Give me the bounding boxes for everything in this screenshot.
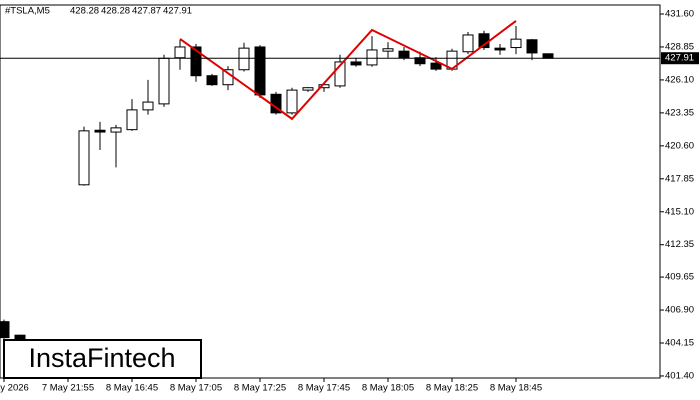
x-tick-label: 8 May 17:25 <box>234 383 286 394</box>
candle-body <box>494 47 506 51</box>
y-tick-label: 423.35 <box>665 107 694 118</box>
candle-body <box>398 50 410 59</box>
symbol: #TSLA,M5 <box>5 6 50 17</box>
candle-body <box>286 89 298 114</box>
candle-body <box>350 61 362 66</box>
y-tick-label: 401.40 <box>665 370 694 381</box>
y-tick-label: 409.65 <box>665 272 694 283</box>
y-tick-label: 417.85 <box>665 173 694 184</box>
candle-body <box>14 334 26 340</box>
candle-body <box>190 46 202 77</box>
candle-body <box>158 57 170 105</box>
candle-body <box>126 109 138 131</box>
candle-body <box>302 87 314 91</box>
x-tick-label: 8 May 18:05 <box>362 383 414 394</box>
y-tick-label: 404.15 <box>665 338 694 349</box>
x-tick-label: 8 May 18:45 <box>490 383 542 394</box>
candle-body <box>430 62 442 70</box>
candle-body <box>254 46 266 96</box>
candle-body <box>142 101 154 111</box>
y-tick-label: 426.10 <box>665 74 694 85</box>
y-tick-label: 420.60 <box>665 140 694 151</box>
candle-body <box>110 127 122 133</box>
header-open: 428.28 <box>70 6 99 17</box>
logo: InstaFintech <box>28 343 175 373</box>
candle-body <box>526 39 538 54</box>
plot-frame <box>0 4 661 379</box>
header-low: 427.87 <box>132 6 161 17</box>
x-tick-label: 8 May 16:45 <box>106 383 158 394</box>
candle-body <box>542 53 554 59</box>
y-tick-label: 428.85 <box>665 41 694 52</box>
candle-body <box>206 75 218 86</box>
y-tick-label: 412.35 <box>665 239 694 250</box>
x-tick-label: 8 May 17:05 <box>170 383 222 394</box>
header-high: 428.28 <box>101 6 130 17</box>
y-tick-label: 406.90 <box>665 305 694 316</box>
x-tick-label: 8 May 17:45 <box>298 383 350 394</box>
header: #TSLA,M5 428.28 428.28 427.87 427.91 <box>5 6 192 17</box>
candle-body <box>0 321 10 339</box>
x-tick-label: 8 May 18:25 <box>426 383 478 394</box>
candle-body <box>78 130 90 186</box>
candle-body <box>462 34 474 53</box>
candle-body <box>94 129 106 133</box>
candle-body <box>174 46 186 59</box>
candle-body <box>238 47 250 71</box>
candle-body <box>366 49 378 66</box>
price-label-box <box>661 52 699 65</box>
price-label: 427.91 <box>665 53 694 64</box>
y-tick-label: 415.10 <box>665 206 694 217</box>
candle-body <box>334 61 346 87</box>
logo-box <box>3 339 202 379</box>
candle-body <box>510 38 522 49</box>
x-tick-label: 7 May 2026 <box>0 383 29 394</box>
x-tick-label: 7 May 21:55 <box>42 383 94 394</box>
header-close: 427.91 <box>163 6 192 17</box>
candle-body <box>382 48 394 52</box>
pattern-line <box>179 20 517 121</box>
y-tick-label: 431.60 <box>665 9 694 20</box>
